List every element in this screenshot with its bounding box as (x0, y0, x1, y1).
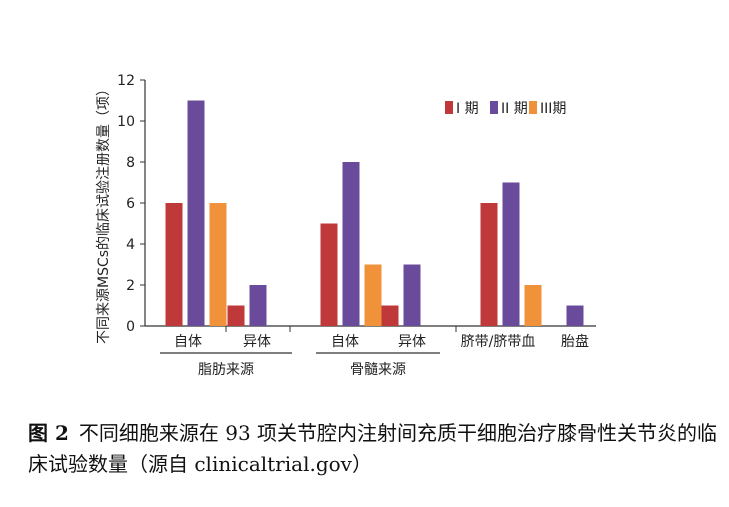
bar-1-cat-2 (227, 305, 245, 326)
bar-3-cat-3 (364, 264, 382, 326)
group-label: 骨髓来源 (350, 362, 406, 378)
bar-1-cat-1 (165, 203, 183, 326)
x-category-label: 胎盘 (561, 333, 589, 350)
y-tick-label: 4 (126, 237, 135, 253)
y-tick-label: 0 (126, 319, 135, 335)
bar-2-cat-4 (403, 264, 421, 326)
x-category-label: 异体 (243, 334, 271, 350)
y-tick-label: 2 (126, 278, 135, 294)
y-tick-label: 10 (117, 114, 135, 130)
x-category-label: 异体 (398, 334, 426, 350)
legend-swatch-2 (490, 101, 498, 114)
legend-swatch-1 (445, 101, 453, 114)
figure-number: 图 2 (28, 421, 69, 445)
x-category-label: 自体 (174, 334, 202, 350)
y-tick-label: 6 (126, 196, 135, 212)
bar-chart: 0 2 4 6 8 10 12 不同来源MSCs的临床试验注册数量（项） 自体 异体 自体 异体 脐带/… (96, 73, 596, 378)
y-tick-label: 8 (126, 155, 135, 171)
bar-2-cat-5 (502, 182, 520, 326)
bar-2-cat-2 (249, 285, 267, 326)
bar-2-cat-1 (187, 100, 205, 326)
caption-text: 不同细胞来源在 93 项关节腔内注射间充质干细胞治疗膝骨性关节炎的临床试验数量（… (28, 421, 718, 476)
x-category-label: 自体 (331, 334, 359, 350)
legend-swatch-3 (529, 101, 537, 114)
legend-label-1: I 期 (456, 101, 479, 117)
legend-label-3: III期 (540, 101, 566, 117)
group-label: 脂肪来源 (198, 362, 254, 378)
bar-1-cat-4 (381, 305, 399, 326)
bar-1-cat-5 (480, 203, 498, 326)
legend-label-2: II 期 (501, 101, 528, 117)
y-axis-title: 不同来源MSCs的临床试验注册数量（项） (96, 82, 112, 344)
bar-1-cat-3 (320, 223, 338, 326)
bar-2-cat-3 (342, 162, 360, 326)
bar-3-cat-1 (209, 203, 227, 326)
bar-2-cat-6 (566, 305, 584, 326)
y-tick-label: 12 (117, 73, 135, 89)
figure-caption: 图 2 不同细胞来源在 93 项关节腔内注射间充质干细胞治疗膝骨性关节炎的临床试验… (28, 418, 718, 480)
x-category-label: 脐带/脐带血 (461, 334, 536, 350)
bar-3-cat-5 (524, 285, 542, 326)
